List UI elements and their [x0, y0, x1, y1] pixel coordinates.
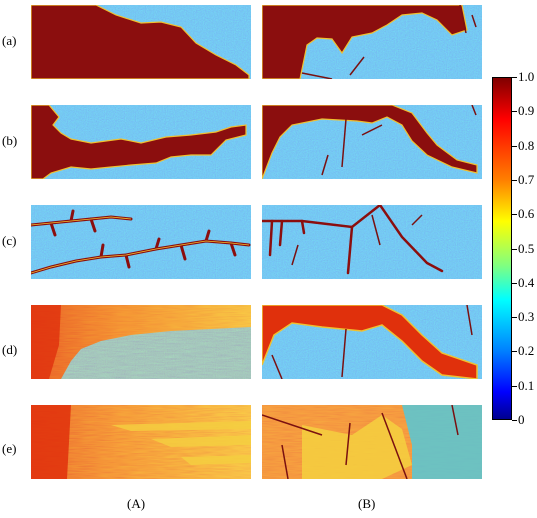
row-label-b: (b): [2, 133, 18, 148]
field-image-a-B: [262, 5, 482, 79]
panel-c-B: [262, 205, 482, 279]
panel-e-A: [31, 405, 251, 479]
field-image-c-A: [31, 205, 251, 279]
row-label-c: (c): [2, 233, 17, 248]
colorbar-tick: [512, 77, 517, 78]
colorbar-tick: [512, 214, 517, 215]
colorbar-tick-label: 0: [518, 412, 525, 427]
colorbar-tick: [512, 351, 517, 352]
field-image-d-B: [262, 305, 482, 379]
column-label-B: (B): [358, 496, 376, 511]
column-label-A: (A): [127, 496, 146, 511]
colorbar-tick: [512, 146, 517, 147]
panel-a-A: [31, 5, 251, 79]
row-label-d: (d): [2, 342, 18, 357]
panel-d-B: [262, 305, 482, 379]
colorbar-tick: [512, 180, 517, 181]
row-label-e: (e): [2, 441, 17, 456]
colorbar-tick-label: 0.5: [518, 241, 535, 256]
colorbar: [492, 77, 512, 420]
colorbar-tick-label: 0.3: [518, 309, 535, 324]
field-image-e-B: [262, 405, 482, 479]
field-image-b-B: [262, 105, 482, 179]
panel-c-A: [31, 205, 251, 279]
colorbar-tick-label: 0.6: [518, 206, 535, 221]
colorbar-tick-label: 0.7: [518, 172, 535, 187]
colorbar-tick: [512, 386, 517, 387]
colorbar-tick: [512, 420, 517, 421]
colorbar-tick-label: 1.0: [518, 69, 535, 84]
colorbar-tick: [512, 111, 517, 112]
field-image-e-A: [31, 405, 251, 479]
row-label-a: (a): [2, 33, 17, 48]
field-image-b-A: [31, 105, 251, 179]
colorbar-tick-label: 0.8: [518, 138, 535, 153]
colorbar-tick-label: 0.2: [518, 343, 535, 358]
field-image-d-A: [31, 305, 251, 379]
panel-a-B: [262, 5, 482, 79]
colorbar-tick-label: 0.4: [518, 275, 535, 290]
colorbar-tick-label: 0.1: [518, 378, 535, 393]
colorbar-tick: [512, 249, 517, 250]
panel-b-A: [31, 105, 251, 179]
colorbar-tick: [512, 317, 517, 318]
panel-d-A: [31, 305, 251, 379]
panel-b-B: [262, 105, 482, 179]
field-image-c-B: [262, 205, 482, 279]
panel-e-B: [262, 405, 482, 479]
colorbar-tick-label: 0.9: [518, 103, 535, 118]
colorbar-tick: [512, 283, 517, 284]
field-image-a-A: [31, 5, 251, 79]
